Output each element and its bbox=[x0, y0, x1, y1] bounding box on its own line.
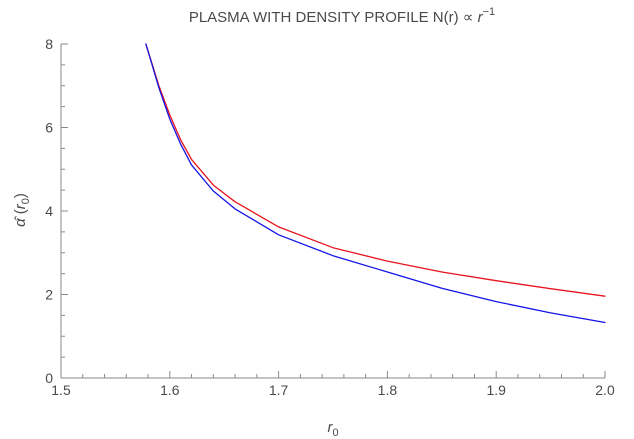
y-tick-label: 8 bbox=[45, 36, 53, 52]
x-axis-ticks: 1.5 1.6 1.7 1.8 1.9 2.0 bbox=[51, 371, 615, 398]
x-tick-label: 1.5 bbox=[51, 382, 71, 398]
x-tick-label: 1.8 bbox=[378, 382, 398, 398]
y-axis-label: α̂ (r0) bbox=[12, 193, 32, 227]
y-axis-ticks: 0 2 4 6 8 bbox=[45, 36, 68, 386]
series-line-red bbox=[145, 43, 606, 297]
y-tick-label: 6 bbox=[45, 120, 53, 136]
y-tick-label: 4 bbox=[45, 203, 53, 219]
series-line-blue bbox=[145, 43, 606, 324]
x-axis-label: r0 bbox=[327, 419, 338, 439]
series-layer bbox=[145, 43, 606, 324]
y-tick-label: 0 bbox=[45, 370, 53, 386]
x-tick-label: 2.0 bbox=[595, 382, 615, 398]
x-tick-label: 1.6 bbox=[160, 382, 180, 398]
x-tick-label: 1.7 bbox=[269, 382, 289, 398]
y-tick-label: 2 bbox=[45, 287, 53, 303]
chart-title: PLASMA WITH DENSITY PROFILE N(r) ∝ r−1 bbox=[189, 6, 495, 26]
plot-frame bbox=[60, 44, 605, 379]
x-tick-label: 1.9 bbox=[486, 382, 506, 398]
